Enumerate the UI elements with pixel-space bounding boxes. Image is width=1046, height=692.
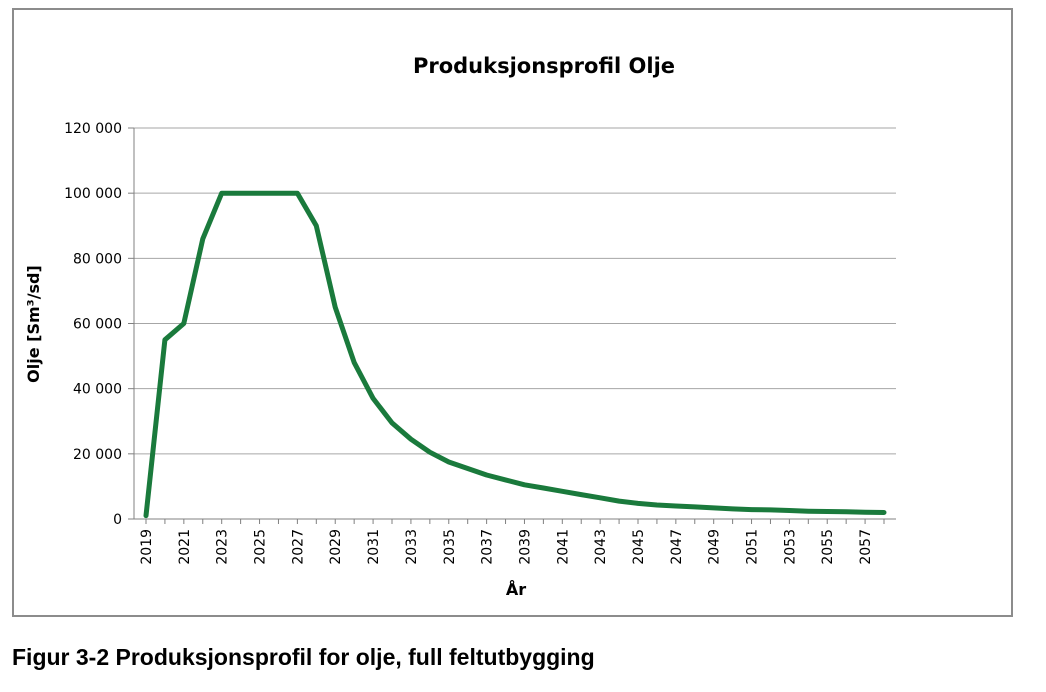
y-tick-label: 40 000 (73, 382, 122, 398)
gridlines (128, 127, 896, 520)
x-tick-label: 2025 (253, 529, 269, 565)
series-line-olje (143, 190, 887, 519)
x-tick-label: 2049 (707, 529, 723, 565)
chart-frame: Produksjonsprofil Olje 0 20 000 40 000 60 0… (12, 8, 1013, 617)
x-tick-label: 2039 (517, 529, 533, 565)
y-tick-label: 100 000 (64, 186, 122, 202)
x-tick-label: 2023 (215, 529, 231, 565)
chart-svg: Produksjonsprofil Olje 0 20 000 40 000 60 0… (24, 54, 896, 599)
x-tick-label: 2035 (442, 529, 458, 565)
y-tick-label: 60 000 (73, 317, 122, 333)
series-layer (143, 190, 887, 519)
x-tick-label: 2043 (593, 529, 609, 565)
x-tick-label: 2029 (328, 529, 344, 565)
x-tick-label: 2037 (480, 529, 496, 565)
x-tick-label: 2057 (858, 529, 874, 565)
x-tick-label: 2041 (555, 529, 571, 565)
x-tick-label: 2045 (631, 529, 647, 565)
x-tick-label: 2027 (290, 529, 306, 565)
x-tick-label: 2055 (820, 529, 836, 565)
x-tick-label: 2051 (745, 529, 761, 565)
x-tick-label: 2033 (404, 529, 420, 565)
y-tick-label: 80 000 (73, 251, 122, 267)
chart-title: Produksjonsprofil Olje (413, 54, 675, 78)
y-tick-label: 0 (113, 512, 122, 528)
x-tick-label: 2053 (782, 529, 798, 565)
y-tick-labels: 0 20 000 40 000 60 000 80 000 100 000 120 000 (64, 121, 122, 528)
x-tick-label: 2021 (177, 529, 193, 565)
y-axis-label: Olje [Sm³/sd] (24, 265, 43, 383)
axes (133, 128, 896, 524)
x-tick-label: 2019 (139, 529, 155, 565)
y-tick-label: 20 000 (73, 447, 122, 463)
x-tick-label: 2031 (366, 529, 382, 565)
figure-caption: Figur 3-2 Produksjonsprofil for olje, fu… (12, 644, 595, 670)
x-tick-label: 2047 (669, 529, 685, 565)
x-axis-label: År (506, 580, 526, 599)
y-tick-label: 120 000 (64, 121, 122, 137)
x-tick-labels: 2019 2021 2023 2025 2027 2029 2031 2033 2035 2037… (139, 529, 874, 565)
